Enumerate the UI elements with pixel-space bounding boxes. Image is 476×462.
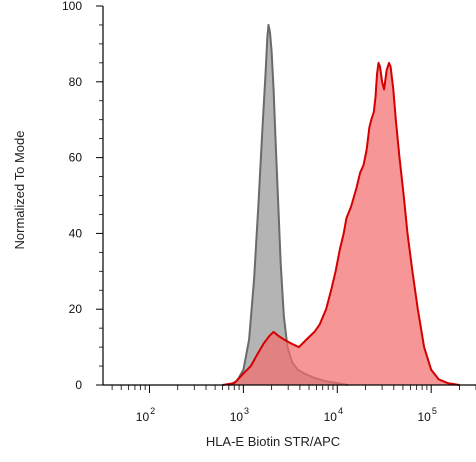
- y-tick-label: 40: [69, 226, 83, 240]
- y-tick-label: 100: [62, 0, 82, 13]
- y-axis-title: Normalized To Mode: [12, 131, 27, 250]
- series-2-line: [222, 61, 460, 386]
- x-tick-label: 102: [136, 406, 155, 424]
- x-axis-title: HLA-E Biotin STR/APC: [206, 434, 340, 449]
- series-1-area: [228, 24, 348, 386]
- x-tick-label: 104: [324, 406, 343, 424]
- x-tick-label: 105: [418, 406, 437, 424]
- series-2-area: [222, 62, 460, 386]
- y-tick-label: 0: [75, 378, 82, 392]
- y-tick-label: 60: [69, 151, 83, 165]
- plot-area: [222, 23, 460, 386]
- axes: 0 20 40 60 80 100 102 103 104 105: [62, 0, 476, 424]
- y-tick-label: 20: [69, 302, 83, 316]
- x-tick-label: 103: [230, 406, 249, 424]
- y-tick-label: 80: [69, 75, 83, 89]
